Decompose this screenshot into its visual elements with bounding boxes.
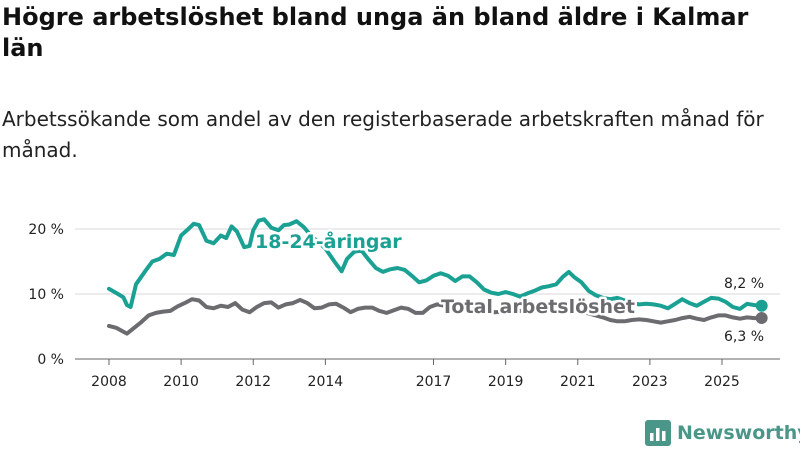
- x-tick-label: 2008: [91, 374, 127, 390]
- end-label-total: 6,3 %: [724, 329, 764, 345]
- x-tick-label: 2019: [488, 374, 524, 390]
- end-point-total: [755, 312, 768, 325]
- x-tick-label: 2014: [308, 374, 344, 390]
- x-tick-label: 2010: [163, 374, 199, 390]
- series-line-total: [107, 297, 764, 336]
- x-tick-label: 2012: [235, 374, 271, 390]
- series-label-young: 18-24-åringar: [255, 229, 402, 253]
- end-label-young: 8,2 %: [724, 276, 764, 292]
- end-point-young: [755, 299, 768, 312]
- x-tick-label: 2017: [416, 374, 452, 390]
- bar-chart-logo-icon: [645, 420, 671, 446]
- x-tick-label: 2021: [560, 374, 596, 390]
- y-tick-label: 0 %: [37, 352, 64, 368]
- series-line-young: [107, 217, 764, 311]
- y-tick-label: 20 %: [28, 222, 64, 238]
- x-tick-label: 2025: [704, 374, 740, 390]
- chart-title: Högre arbetslöshet bland unga än bland ä…: [2, 3, 749, 62]
- chart-subtitle: Arbetssökande som andel av den registerb…: [2, 107, 764, 162]
- x-tick-label: 2023: [632, 374, 668, 390]
- brand: Newsworthy: [645, 420, 800, 446]
- brand-name: Newsworthy: [677, 422, 800, 444]
- y-tick-label: 10 %: [28, 287, 64, 303]
- series-label-total: Total arbetslöshet: [441, 296, 635, 318]
